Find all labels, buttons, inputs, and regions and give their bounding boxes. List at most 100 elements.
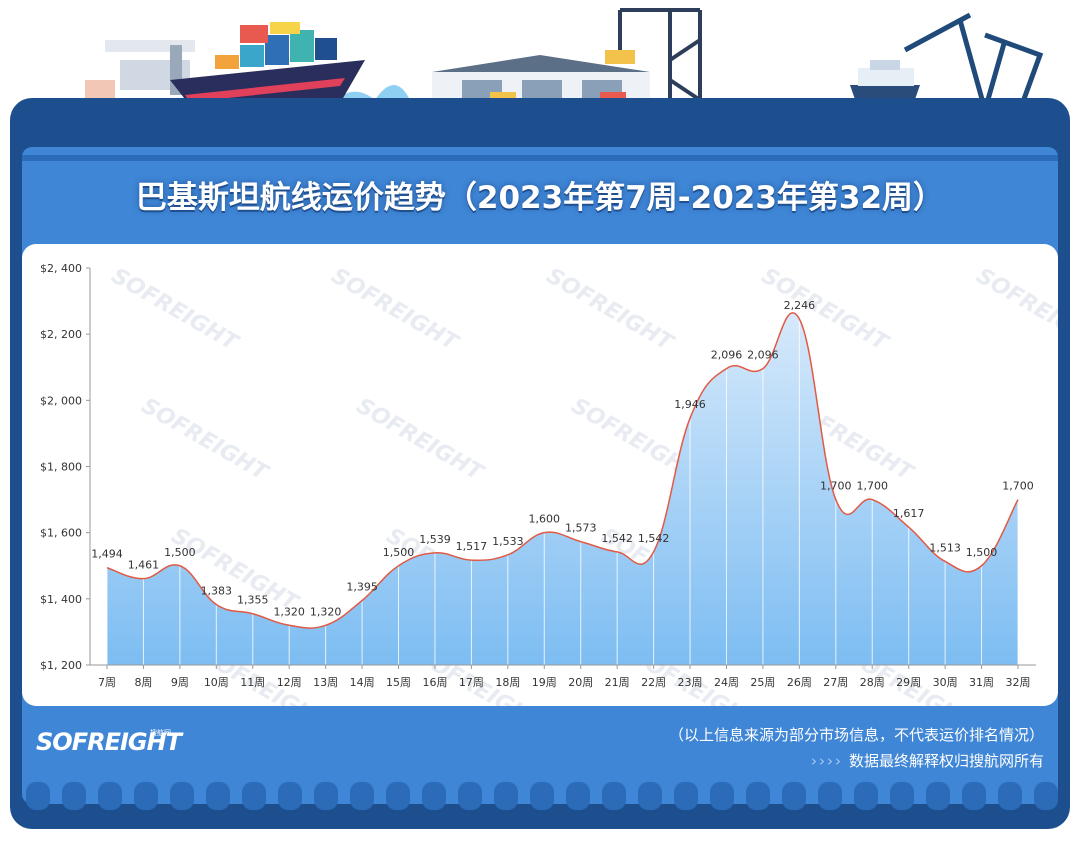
chart-title: 巴基斯坦航线运价趋势（2023年第7周-2023年第32周） [135, 180, 945, 216]
watermark-text: SOFREIGHT [107, 264, 244, 357]
data-label: 1,517 [456, 540, 488, 553]
x-tick-label: 24周 [714, 676, 739, 689]
data-label: 1,573 [565, 522, 597, 535]
scallop-tab [98, 782, 122, 810]
x-tick-label: 8周 [134, 676, 152, 689]
scallop-tab [566, 782, 590, 810]
scallop-tab [998, 782, 1022, 810]
data-label: 1,700 [1002, 480, 1034, 493]
x-tick-label: 17周 [459, 676, 484, 689]
x-tick-label: 22周 [641, 676, 666, 689]
data-label: 1,494 [91, 548, 123, 561]
x-tick-label: 23周 [678, 676, 703, 689]
data-label: 1,617 [893, 507, 925, 520]
x-tick-label: 20周 [568, 676, 593, 689]
data-label: 1,700 [856, 480, 888, 493]
scallop-tab [638, 782, 662, 810]
data-label: 1,600 [529, 513, 561, 526]
top-stripe [22, 155, 1058, 161]
bottom-scallop-border [26, 782, 1058, 810]
area-fill [107, 312, 1018, 665]
y-tick-label: $1, 200 [40, 659, 82, 672]
x-tick-label: 19周 [532, 676, 557, 689]
sofreight-logo: SOFREIGHT [36, 728, 182, 756]
scallop-tab [242, 782, 266, 810]
scallop-tab [782, 782, 806, 810]
data-label: 1,542 [601, 532, 633, 545]
scallop-tab [494, 782, 518, 810]
x-tick-label: 25周 [750, 676, 775, 689]
scallop-tab [890, 782, 914, 810]
scallop-tab [134, 782, 158, 810]
dock-crane-right-icon [903, 12, 1044, 111]
credit-text: 数据最终解释权归搜航网所有 [848, 752, 1044, 770]
y-tick-label: $1, 800 [40, 461, 82, 474]
x-tick-label: 11周 [240, 676, 265, 689]
x-tick-label: 32周 [1006, 676, 1031, 689]
data-label: 1,513 [929, 541, 961, 554]
sofreight-logo-subtext: 搜航网 [150, 729, 171, 737]
scallop-tab [422, 782, 446, 810]
data-label: 1,320 [310, 605, 342, 618]
data-label: 1,500 [383, 546, 415, 559]
scallop-tab [1034, 782, 1058, 810]
gantry-crane-icon [618, 8, 702, 110]
scallop-tab [206, 782, 230, 810]
area-chart: SOFREIGHT SOFREIGHT SOFREIGHT SOFREIGHT SOFR… [40, 262, 1058, 706]
disclaimer-text: （以上信息来源为部分市场信息，不代表运价排名情况） [668, 726, 1044, 744]
scallop-tab [962, 782, 986, 810]
watermark-text: SOFREIGHT [137, 394, 274, 487]
scallop-tab [530, 782, 554, 810]
x-tick-label: 7周 [98, 676, 116, 689]
scallop-tab [170, 782, 194, 810]
x-tick-label: 31周 [969, 676, 994, 689]
x-tick-label: 12周 [277, 676, 302, 689]
x-tick-label: 30周 [933, 676, 958, 689]
scallop-tab [278, 782, 302, 810]
scallop-tab [710, 782, 734, 810]
data-label: 1,533 [492, 535, 524, 548]
y-tick-label: $2, 000 [40, 394, 82, 407]
x-tick-label: 29周 [896, 676, 921, 689]
series-line [106, 312, 1019, 629]
x-tick-label: 18周 [495, 676, 520, 689]
y-tick-label: $2, 400 [40, 262, 82, 275]
data-label: 1,700 [820, 480, 852, 493]
x-tick-label: 10周 [204, 676, 229, 689]
data-label: 1,320 [273, 605, 305, 618]
data-label: 1,542 [638, 532, 670, 545]
x-tick-label: 27周 [823, 676, 848, 689]
data-label: 2,246 [784, 299, 816, 312]
scallop-tab [350, 782, 374, 810]
data-label: 1,355 [237, 594, 269, 607]
data-label: 2,096 [747, 349, 779, 362]
watermark-text: SOFREIGHT [542, 264, 679, 357]
scallop-tab [746, 782, 770, 810]
scallop-tab [926, 782, 950, 810]
scallop-tab [602, 782, 626, 810]
x-tick-label: 15周 [386, 676, 411, 689]
scallop-tab [314, 782, 338, 810]
data-label: 1,539 [419, 533, 451, 546]
scallop-tab [62, 782, 86, 810]
x-tick-label: 28周 [860, 676, 885, 689]
x-tick-label: 16周 [422, 676, 447, 689]
data-label: 1,383 [201, 584, 233, 597]
scallop-tab [458, 782, 482, 810]
data-label: 1,946 [674, 398, 706, 411]
data-label: 1,500 [164, 546, 196, 559]
scallop-tab [674, 782, 698, 810]
chevron-arrows-icon: ›››› [810, 752, 843, 770]
x-tick-label: 26周 [787, 676, 812, 689]
scallop-tab [818, 782, 842, 810]
y-tick-label: $2, 200 [40, 328, 82, 341]
data-label: 2,096 [711, 349, 743, 362]
scallop-tab [26, 782, 50, 810]
watermark-text: SOFREIGHT [327, 264, 464, 357]
scallop-tab [854, 782, 878, 810]
x-tick-label: 14周 [350, 676, 375, 689]
port-crane-left-icon [85, 40, 195, 105]
watermark-text: SOFREIGHT [352, 394, 489, 487]
y-tick-label: $1, 600 [40, 527, 82, 540]
watermark-text: SOFREIGHT [972, 264, 1058, 357]
